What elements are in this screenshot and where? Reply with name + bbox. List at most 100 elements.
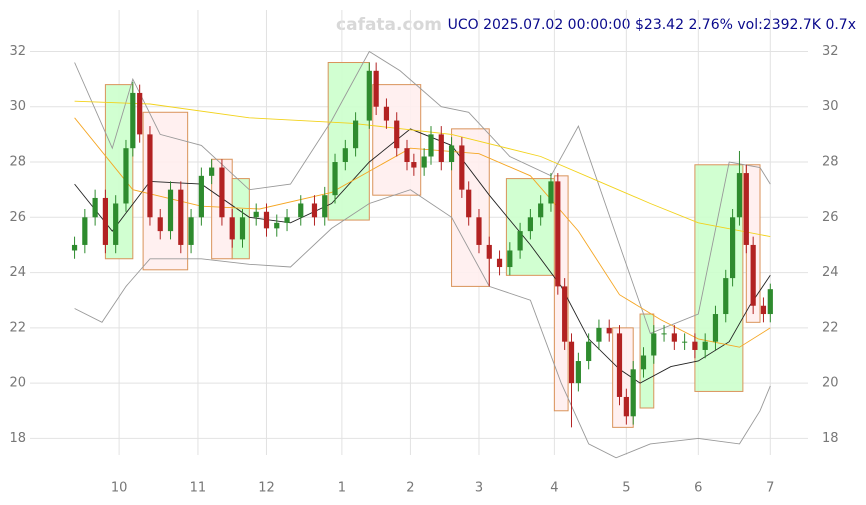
candle-body — [548, 181, 554, 204]
candle-body — [137, 92, 143, 135]
candle-body — [82, 217, 88, 245]
y-tick-label: 32 — [9, 44, 26, 59]
candle-body — [692, 341, 698, 350]
candle-body — [229, 217, 235, 240]
candle-body — [130, 92, 136, 149]
candle-body — [723, 278, 729, 315]
y-tick-label-right: 30 — [822, 99, 839, 114]
x-tick-label: 12 — [258, 481, 275, 496]
y-tick-label: 28 — [9, 155, 26, 170]
overlay-line — [74, 117, 771, 348]
candle-body — [428, 134, 434, 157]
overlay-line — [74, 189, 771, 459]
y-tick-label-right: 18 — [822, 431, 839, 446]
candle-body — [209, 167, 215, 176]
candle-body — [562, 286, 568, 342]
candle-body — [750, 244, 756, 306]
y-tick-label: 24 — [9, 265, 26, 280]
candle-body — [71, 244, 78, 251]
candle-body — [671, 333, 677, 342]
candle-body — [253, 211, 259, 218]
watermark: cafata.com — [336, 15, 442, 35]
candle-body — [623, 396, 629, 417]
candle-body — [383, 106, 390, 121]
candle-body — [448, 145, 455, 163]
candle-body — [486, 244, 492, 259]
x-tick-label: 4 — [550, 481, 558, 496]
zone — [327, 62, 370, 221]
candle-body — [767, 289, 773, 315]
candle-body — [606, 327, 612, 334]
candle-body — [507, 250, 513, 268]
x-tick-label: 10 — [111, 481, 128, 496]
candle-body — [123, 148, 129, 204]
candle-body — [332, 162, 338, 196]
candle-body — [496, 258, 503, 268]
y-tick-label-right: 32 — [822, 44, 839, 59]
candle-body — [702, 341, 708, 350]
y-tick-label-right: 20 — [822, 376, 839, 391]
candle-body — [459, 145, 465, 190]
candle-body — [630, 369, 636, 417]
x-tick-label: 1 — [338, 481, 346, 496]
y-tick-label: 30 — [9, 99, 26, 114]
x-tick-label: 3 — [475, 481, 483, 496]
candle-body — [760, 305, 767, 315]
candle-body — [342, 148, 348, 163]
x-tick-label: 2 — [406, 481, 414, 496]
candle-body — [586, 341, 592, 362]
candle-body — [517, 231, 523, 251]
candle-body — [661, 333, 667, 335]
candle-body — [113, 203, 119, 245]
y-tick-label: 22 — [9, 320, 26, 335]
candle-body — [394, 120, 400, 149]
y-tick-label-right: 28 — [822, 155, 839, 170]
candle-body — [92, 197, 98, 218]
candle-body — [198, 175, 204, 218]
candle-body — [575, 361, 581, 384]
zone — [612, 327, 634, 428]
candle-body — [640, 355, 647, 370]
overlay-line — [74, 50, 771, 334]
y-tick-label: 26 — [9, 210, 26, 225]
candle-body — [651, 333, 657, 356]
x-tick-label: 6 — [694, 481, 702, 496]
candle-body — [712, 314, 719, 342]
candle-body — [157, 217, 163, 232]
candle-body — [555, 181, 561, 287]
zone — [104, 84, 134, 260]
candle-body — [188, 217, 194, 245]
candle-body — [682, 341, 688, 343]
candle-body — [147, 134, 153, 218]
candle-body — [538, 203, 544, 218]
y-tick-label: 20 — [9, 376, 26, 391]
overlay-line — [74, 128, 771, 384]
chart-title: UCO 2025.07.02 00:00:00 $23.42 2.76% vol… — [448, 17, 856, 33]
candle-body — [322, 195, 328, 218]
candle-body — [596, 327, 602, 342]
candle-body — [736, 173, 743, 218]
candle-body — [373, 70, 379, 107]
y-tick-label: 18 — [9, 431, 26, 446]
overlay-line — [74, 100, 771, 238]
candle-body — [167, 189, 174, 232]
candle-body — [616, 333, 623, 397]
candle-body — [102, 197, 109, 245]
candle-body — [219, 167, 225, 218]
y-tick-label-right: 22 — [822, 320, 839, 335]
candle-body — [178, 189, 184, 245]
candle-body — [263, 211, 270, 229]
y-tick-label-right: 24 — [822, 265, 839, 280]
candle-body — [421, 156, 427, 168]
candle-body — [239, 217, 246, 240]
candle-body — [411, 162, 417, 168]
candle-body — [284, 217, 290, 223]
candle-body — [476, 217, 482, 245]
x-tick-label: 5 — [622, 481, 630, 496]
candle-body — [743, 173, 749, 245]
candle-body — [298, 203, 304, 218]
zone — [694, 164, 744, 392]
y-tick-label-right: 26 — [822, 210, 839, 225]
candle-body — [438, 134, 444, 163]
